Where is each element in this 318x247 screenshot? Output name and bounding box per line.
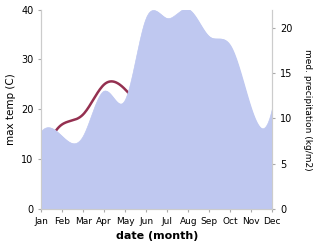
X-axis label: date (month): date (month) bbox=[115, 231, 198, 242]
Y-axis label: med. precipitation (kg/m2): med. precipitation (kg/m2) bbox=[303, 49, 313, 170]
Y-axis label: max temp (C): max temp (C) bbox=[5, 74, 16, 145]
